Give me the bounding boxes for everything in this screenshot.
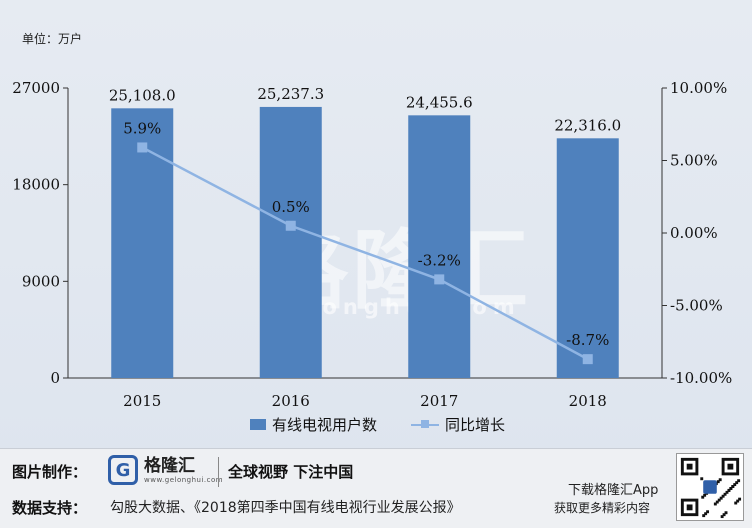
source-text: 勾股大数据、《2018第四季中国有线电视行业发展公报》 bbox=[110, 500, 461, 516]
slogan: 全球视野 下注中国 bbox=[228, 463, 354, 481]
growth-point-2018 bbox=[582, 354, 593, 365]
source-label: 数据支持： bbox=[12, 499, 88, 517]
bar-label-2018: 22,316.0 bbox=[554, 116, 621, 134]
growth-line bbox=[141, 146, 589, 361]
bar-label-2017: 24,455.6 bbox=[406, 93, 473, 111]
y-right-tick-label: 10.00% bbox=[670, 79, 727, 97]
y-left-tick-label: 9000 bbox=[22, 272, 60, 290]
bar-2018 bbox=[556, 138, 619, 378]
legend-label-bar: 有线电视用户数 bbox=[272, 416, 378, 434]
bar-2017 bbox=[408, 115, 471, 379]
growth-label-2015: 5.9% bbox=[123, 119, 161, 137]
y-left-tick-label: 18000 bbox=[12, 176, 60, 194]
legend-label-line: 同比增长 bbox=[445, 416, 506, 434]
growth-label-2017: -3.2% bbox=[418, 251, 461, 269]
chart-svg: 0 9000 18000 27000 -10.00% -5.00% 0.00% 5.00% 10… bbox=[12, 79, 732, 410]
y-right-tick-label: -10.00% bbox=[670, 369, 732, 387]
qr-code-icon[interactable] bbox=[676, 453, 744, 521]
app-download-label[interactable]: 下载格隆汇App bbox=[568, 483, 659, 498]
footer-divider bbox=[218, 457, 219, 487]
y-right-tick-label: 5.00% bbox=[670, 152, 718, 170]
growth-point-2016 bbox=[285, 220, 296, 231]
unit-label: 单位：万户 bbox=[22, 32, 83, 46]
logo-text-block: 格隆汇 www.gelonghui.com bbox=[144, 456, 223, 484]
logo-domain: www.gelonghui.com bbox=[144, 476, 224, 484]
x-tick-label: 2017 bbox=[420, 392, 458, 410]
y-right-tick-label: 0.00% bbox=[670, 224, 718, 242]
bar-2016 bbox=[259, 106, 322, 378]
bar-label-2015: 25,108.0 bbox=[109, 86, 176, 104]
growth-label-2018: -8.7% bbox=[566, 331, 609, 349]
more-content-label: 获取更多精彩内容 bbox=[554, 501, 651, 515]
x-tick-label: 2016 bbox=[272, 392, 310, 410]
chart-area: 单位：万户 格隆汇 gelonghui.com 0 9000 18000 27000-… bbox=[12, 32, 732, 435]
growth-point-2017 bbox=[434, 274, 445, 285]
legend-item-line: 同比增长 bbox=[411, 414, 505, 435]
x-tick-label: 2015 bbox=[123, 392, 161, 410]
bar-2015 bbox=[111, 108, 174, 379]
legend: 有线电视用户数 同比增长 bbox=[250, 414, 505, 435]
legend-swatch-line bbox=[411, 419, 440, 430]
credit-label: 图片制作： bbox=[12, 463, 88, 481]
y-left-tick-label: 0 bbox=[50, 369, 60, 387]
x-tick-label: 2018 bbox=[569, 392, 607, 410]
logo-g-icon: G bbox=[108, 455, 138, 485]
legend-swatch-bar bbox=[250, 419, 266, 430]
y-left-tick-label: 27000 bbox=[12, 79, 60, 97]
bar-label-2016: 25,237.3 bbox=[257, 85, 324, 103]
legend-item-bar: 有线电视用户数 bbox=[250, 414, 377, 435]
growth-point-2015 bbox=[137, 142, 148, 153]
y-right-tick-label: -5.00% bbox=[670, 297, 723, 315]
logo-name: 格隆汇 bbox=[144, 456, 195, 476]
footer: 图片制作： G 格隆汇 www.gelonghui.com 全球视野 下注中国 … bbox=[0, 448, 752, 528]
gelonghui-logo[interactable]: G 格隆汇 www.gelonghui.com bbox=[108, 455, 223, 485]
growth-label-2016: 0.5% bbox=[272, 198, 310, 216]
